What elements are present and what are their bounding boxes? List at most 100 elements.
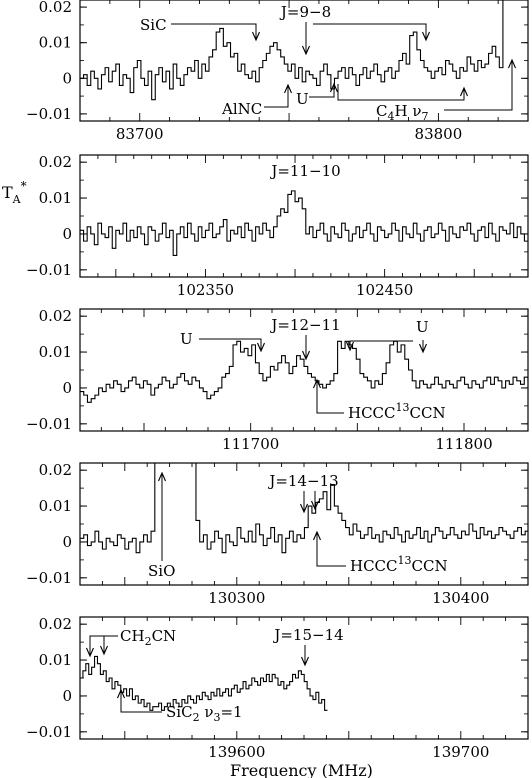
annotation-1-2-text: J=9−8 <box>279 3 331 21</box>
annotation-3-4-after: CCN <box>410 404 446 422</box>
annotation-1-5-arrowhead <box>459 86 469 97</box>
annotation-1-4-text: U <box>296 90 309 108</box>
annotation-5-3-sub2: 3 <box>213 711 220 724</box>
annotation-4-3-leader <box>316 532 346 567</box>
annotation-3-3-arrowhead <box>345 341 355 352</box>
annotation-5-1-sub: 2 <box>145 635 152 648</box>
annotation-1-5-leader-2 <box>444 60 513 111</box>
y-tick-label: 0 <box>62 379 72 397</box>
annotation-1-1-arrowhead <box>251 31 261 42</box>
annotation-1-1-text: SiC <box>140 16 167 34</box>
y-tick-label: 0.01 <box>39 651 72 669</box>
annotation-3-2-text: J=12−11 <box>269 316 340 334</box>
y-tick-label: 0 <box>62 533 72 551</box>
annotation-3-3: U <box>416 318 429 336</box>
annotation-5-3-after2: =1 <box>220 703 242 721</box>
x-tick-label: 130400 <box>432 589 489 607</box>
annotation-5-3-text: SiC <box>166 703 193 721</box>
annotation-5-3-leader <box>120 690 162 713</box>
y-tick-label: −0.01 <box>26 415 72 433</box>
y-tick-label: 0.02 <box>39 0 72 16</box>
x-tick-label: 139600 <box>208 743 265 761</box>
annotation-1-1-leader <box>171 23 257 40</box>
y-tick-label: 0.02 <box>39 307 72 325</box>
annotation-3-2-arrowhead <box>301 350 311 361</box>
annotation-3-4: HCCC13CCN <box>348 401 446 422</box>
y-tick-label: −0.01 <box>26 261 72 279</box>
annotation-5-1-after: CN <box>152 627 177 645</box>
annotation-1-3-leader <box>264 85 289 108</box>
annotation-3-1: U <box>180 330 193 348</box>
y-axis-title: TA* <box>2 179 27 206</box>
annotation-4-3-sup: 13 <box>398 554 412 567</box>
x-tick-label: 130300 <box>208 589 265 607</box>
annotation-4-3-text: HCCC <box>350 557 398 575</box>
panel-4: 0.02 0.01 0 −0.01 130300 130400 J=14−13 SiO HCCC… <box>26 461 529 607</box>
annotation-5-1-leader <box>89 635 118 656</box>
x-tick-label: 139700 <box>432 743 489 761</box>
annotation-1-5-arrowhead-2 <box>507 58 517 69</box>
annotation-5-1: CH2CN <box>120 627 176 648</box>
annotation-3-3-leader <box>349 340 413 350</box>
x-tick-label: 83800 <box>415 125 463 143</box>
annotation-3-4-sup: 13 <box>396 401 410 414</box>
annotation-3-3-arrowhead-2 <box>418 343 428 354</box>
panel-1: 0.02 0.01 0 −0.01 83700 83800 SiC J=9−8 AlNC U C4H… <box>26 0 529 143</box>
annotation-3-3-text: U <box>416 318 429 336</box>
x-tick-label: 83700 <box>116 125 164 143</box>
annotation-1-5-text: C <box>376 102 387 120</box>
x-tick-label: 102350 <box>177 281 234 299</box>
y-tick-label: −0.01 <box>26 105 72 123</box>
annotation-1-4-leader <box>309 84 335 98</box>
annotation-1-5-leader <box>337 84 465 101</box>
annotation-1-5-sub: 4 <box>387 110 394 123</box>
annotation-1-1: SiC <box>140 16 167 34</box>
spectrum-series <box>80 190 528 257</box>
x-tick-label: 111700 <box>222 435 279 453</box>
annotation-4-3-after: CCN <box>412 557 448 575</box>
panel-3: 0.02 0.01 0 −0.01 111700 111800 U J=12−11 U HCCC1… <box>26 307 529 453</box>
y-tick-label: 0 <box>62 69 72 87</box>
annotation-4-1: J=14−13 <box>267 472 338 490</box>
annotation-3-1-leader <box>199 338 262 351</box>
annotation-3-4-text: HCCC <box>348 404 396 422</box>
annotation-5-2: J=15−14 <box>272 626 343 644</box>
y-tick-label: −0.01 <box>26 569 72 587</box>
annotation-5-3: SiC2 ν3=1 <box>166 703 243 724</box>
annotation-1-2-leader-2 <box>313 23 427 40</box>
annotation-5-2-arrowhead <box>300 656 310 667</box>
annotation-3-4-leader <box>316 380 344 414</box>
x-tick-label: 102450 <box>356 281 413 299</box>
annotation-1-4-arrowhead <box>329 82 339 93</box>
annotation-5-3-sub: 2 <box>193 711 200 724</box>
y-tick-label: 0.01 <box>39 189 72 207</box>
x-axis-title: Frequency (MHz) <box>230 761 373 778</box>
y-tick-label: 0.01 <box>39 34 72 52</box>
y-tick-label: 0.02 <box>39 461 72 479</box>
annotation-5-3-arrowhead <box>116 688 126 699</box>
annotation-2-1: J=11−10 <box>269 162 340 180</box>
annotation-5-1-arrowhead <box>85 647 95 658</box>
y-tick-label: 0.01 <box>39 497 72 515</box>
annotation-1-3: AlNC <box>221 100 262 118</box>
annotation-5-2-text: J=15−14 <box>272 626 343 644</box>
y-tick-label: 0 <box>62 225 72 243</box>
y-tick-label: 0 <box>62 687 72 705</box>
annotation-5-1-arrowhead-2 <box>99 645 109 656</box>
y-tick-label: −0.01 <box>26 723 72 741</box>
panel-2: 0.02 0.01 0 −0.01 102350 102450 J=11−10 <box>26 153 529 299</box>
annotation-5-1-text: CH <box>120 627 145 645</box>
annotation-1-2-arrowhead-2 <box>421 31 431 42</box>
annotation-1-4: U <box>296 90 309 108</box>
annotation-4-1-text: J=14−13 <box>267 472 338 490</box>
x-tick-label: 111800 <box>435 435 492 453</box>
y-tick-label: 0.01 <box>39 343 72 361</box>
annotation-1-5: C4H ν7 <box>376 102 428 123</box>
annotation-4-2: SiO <box>148 562 175 580</box>
spectrum-series <box>80 463 528 554</box>
annotation-1-2-arrowhead <box>301 45 311 56</box>
annotation-3-1-text: U <box>180 330 193 348</box>
